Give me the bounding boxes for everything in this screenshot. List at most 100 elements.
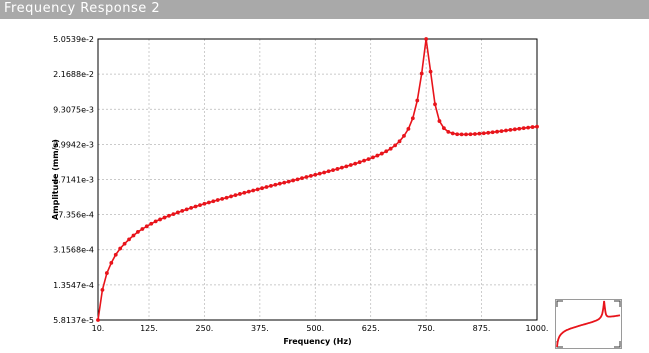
y-tick-label: 3.1568e-4: [53, 246, 94, 255]
data-point: [193, 204, 198, 209]
data-point: [242, 190, 247, 195]
data-point: [486, 130, 491, 135]
thumbnail-corner-handle[interactable]: [556, 300, 563, 307]
y-tick-label: 7.356e-4: [58, 211, 94, 220]
data-point: [215, 198, 220, 202]
data-point: [113, 252, 118, 257]
data-point: [406, 126, 411, 131]
data-point: [415, 98, 420, 103]
data-point: [273, 182, 278, 187]
data-point: [127, 237, 131, 242]
data-point: [251, 188, 256, 193]
data-point: [282, 180, 287, 185]
window-title: Frequency Response 2: [4, 1, 161, 16]
data-point: [136, 230, 140, 234]
data-point: [184, 207, 189, 212]
x-tick-label: 1000.: [526, 324, 549, 333]
data-point: [450, 131, 455, 136]
y-axis-label: Amplitude (mm/s): [51, 139, 60, 220]
data-point: [300, 176, 304, 181]
data-point: [237, 192, 242, 196]
data-point: [437, 119, 442, 123]
axis-ticks: 10. 125. 250. 375. 500. 625. 750. 875. 1000. 5.05…: [53, 35, 548, 333]
data-point: [211, 199, 216, 204]
data-point: [508, 128, 513, 132]
data-point: [202, 201, 207, 206]
series-line: [97, 38, 538, 321]
data-point: [153, 219, 158, 224]
data-point: [530, 125, 535, 129]
thumbnail-corner-handle[interactable]: [614, 341, 621, 348]
thumbnail-corner-handle[interactable]: [614, 300, 621, 307]
data-point: [246, 189, 251, 194]
data-point: [512, 127, 517, 132]
data-point: [322, 170, 327, 175]
x-axis-label: Frequency (Hz): [283, 337, 351, 346]
data-point: [131, 233, 136, 238]
data-point: [348, 163, 353, 167]
data-point: [490, 130, 495, 135]
data-point: [481, 131, 486, 136]
y-tick-label: 1.7141e-3: [53, 176, 94, 185]
data-point: [100, 288, 105, 292]
data-point: [393, 143, 398, 148]
data-point: [277, 181, 282, 186]
data-point: [308, 173, 313, 178]
data-point: [357, 160, 362, 165]
plot-area[interactable]: [97, 38, 538, 321]
data-point: [255, 187, 260, 192]
data-point: [517, 126, 522, 131]
data-point: [535, 124, 539, 129]
data-point: [379, 151, 384, 156]
data-point: [371, 155, 375, 160]
overview-thumbnail[interactable]: [555, 299, 622, 349]
data-point: [304, 175, 309, 179]
data-point: [171, 212, 176, 216]
chart-window-titlebar: Frequency Response 2: [0, 0, 649, 19]
y-tick-label: 2.1688e-2: [53, 70, 94, 79]
data-point: [477, 131, 482, 136]
data-point: [384, 149, 389, 154]
data-point: [459, 132, 464, 137]
data-point: [504, 128, 508, 133]
data-point: [220, 196, 225, 201]
data-point: [122, 241, 127, 246]
data-point: [291, 178, 296, 183]
data-point: [366, 157, 371, 162]
data-point: [189, 205, 194, 210]
data-point: [331, 168, 335, 172]
data-point: [419, 71, 424, 76]
data-point: [264, 185, 269, 189]
data-point: [167, 213, 171, 218]
frequency-response-chart[interactable]: 10. 125. 250. 375. 500. 625. 750. 875. 1000. 5.05…: [0, 19, 649, 352]
data-point: [464, 132, 468, 137]
grid: [98, 39, 537, 320]
data-point: [473, 132, 477, 136]
x-tick-label: 625.: [362, 324, 380, 333]
y-tick-label: 1.3547e-4: [53, 281, 94, 290]
data-point: [526, 125, 531, 130]
data-point: [158, 217, 162, 222]
data-point: [224, 195, 229, 200]
data-point: [260, 186, 264, 191]
x-tick-label: 875.: [473, 324, 491, 333]
data-point: [335, 167, 340, 171]
data-point: [286, 179, 291, 184]
data-point: [388, 146, 393, 151]
data-point: [96, 318, 100, 322]
data-point: [229, 194, 233, 199]
x-tick-label: 250.: [196, 324, 214, 333]
y-tick-label: 3.9942e-3: [53, 140, 94, 149]
data-point: [295, 177, 300, 182]
data-point: [410, 116, 415, 121]
data-point: [233, 193, 238, 198]
overview-thumbnail-plot: [555, 299, 622, 349]
data-point: [206, 200, 211, 205]
data-point: [317, 171, 322, 176]
x-tick-label: 750.: [417, 324, 435, 333]
data-point: [339, 165, 344, 170]
data-point: [428, 69, 433, 74]
data-point: [344, 164, 349, 169]
data-point: [397, 139, 402, 144]
data-point: [180, 208, 185, 213]
